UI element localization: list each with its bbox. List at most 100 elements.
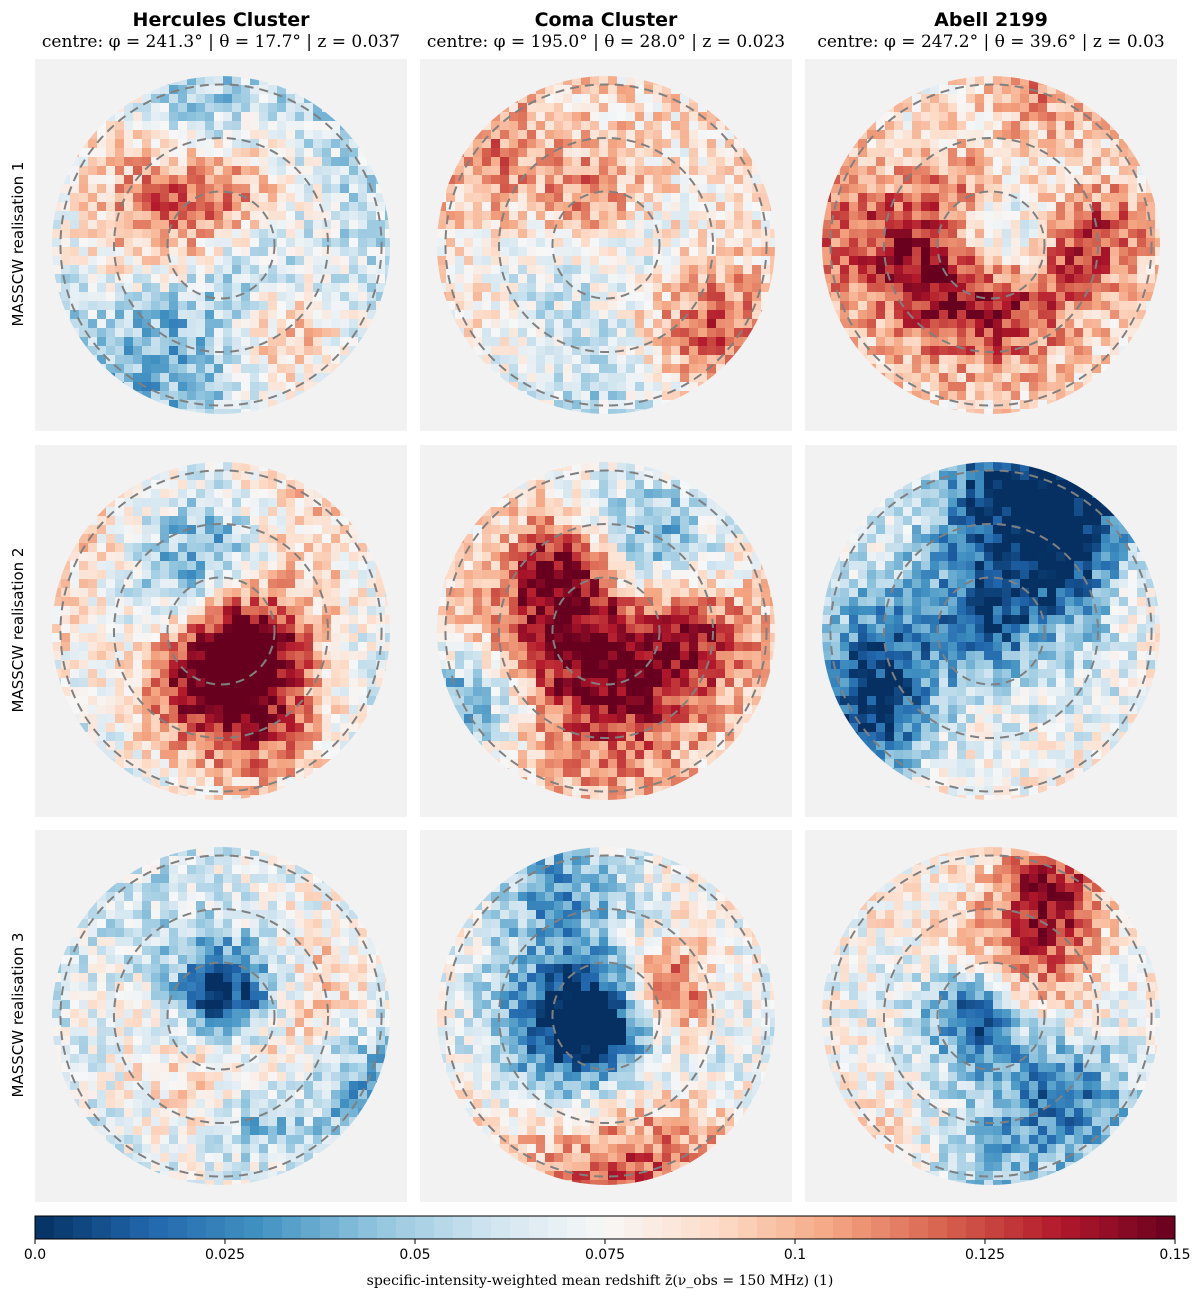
sky-pixel [707,184,717,194]
sky-pixel [286,480,296,490]
sky-pixel [178,409,188,414]
sky-pixel [304,516,314,526]
sky-pixel [1146,319,1156,329]
sky-pixel [268,193,278,203]
sky-pixel [849,175,859,185]
sky-pixel [930,130,940,140]
sky-pixel [662,507,672,517]
sky-pixel [536,337,546,347]
sky-pixel [160,337,170,347]
sky-pixel [151,238,161,248]
sky-pixel [223,94,233,104]
sky-pixel [698,346,708,356]
sky-pixel [286,741,296,751]
sky-pixel [1074,274,1084,284]
sky-pixel [930,382,940,392]
sky-map-svg [437,462,775,800]
sky-pixel [680,301,690,311]
sky-pixel [993,247,1003,257]
sky-pixel [97,606,107,616]
sky-pixel [662,202,672,212]
sky-pixel [1020,166,1030,176]
sky-pixel [662,247,672,257]
sky-pixel [295,615,305,625]
sky-pixel [1029,166,1039,176]
sky-pixel [464,310,474,320]
sky-pixel [885,328,895,338]
sky-pixel [232,355,242,365]
sky-pixel [304,292,314,302]
sky-pixel [1056,265,1066,275]
sky-pixel [214,552,224,562]
sky-pixel [232,597,242,607]
sky-pixel [223,103,233,113]
sky-pixel [142,525,152,535]
sky-pixel [313,229,323,239]
sky-pixel [761,265,771,275]
sky-pixel [250,678,260,688]
sky-pixel [689,382,699,392]
sky-pixel [894,256,904,266]
sky-pixel [464,274,474,284]
sky-pixel [599,103,609,113]
sky-pixel [313,561,323,571]
sky-pixel [464,256,474,266]
sky-pixel [716,166,726,176]
sky-pixel [554,130,564,140]
sky-pixel [322,319,332,329]
sky-pixel [160,112,170,122]
sky-pixel [509,319,519,329]
sky-pixel [88,256,98,266]
sky-pixel [79,597,89,607]
sky-pixel [214,220,224,230]
sky-pixel [106,660,116,670]
sky-pixel [1029,391,1039,401]
sky-pixel [277,103,287,113]
sky-pixel [61,184,71,194]
sky-pixel [671,166,681,176]
sky-pixel [849,220,859,230]
sky-pixel [921,157,931,167]
sky-pixel [70,678,80,688]
sky-pixel [1101,112,1111,122]
sky-pixel [491,193,501,203]
sky-pixel [205,130,215,140]
sky-pixel [115,489,125,499]
sky-pixel [160,157,170,167]
sky-pixel [385,678,390,688]
sky-pixel [286,175,296,185]
sky-pixel [1002,364,1012,374]
sky-pixel [160,121,170,131]
sky-pixel [286,606,296,616]
sky-pixel [608,364,618,374]
sky-pixel [1038,319,1048,329]
sky-pixel [957,364,967,374]
sky-pixel [286,570,296,580]
sky-pixel [349,651,359,661]
sky-pixel [894,103,904,113]
sky-pixel [349,588,359,598]
sky-pixel [948,85,958,95]
sky-pixel [286,310,296,320]
sky-pixel [599,274,609,284]
sky-pixel [304,94,314,104]
sky-pixel [79,579,89,589]
sky-pixel [349,175,359,185]
sky-pixel [142,175,152,185]
sky-pixel [572,148,582,158]
sky-pixel [340,516,350,526]
sky-pixel [1128,319,1138,329]
sky-pixel [151,220,161,230]
sky-pixel [455,292,465,302]
sky-pixel [286,157,296,167]
sky-pixel [286,130,296,140]
sky-pixel [831,184,841,194]
sky-pixel [88,328,98,338]
sky-pixel [70,220,80,230]
sky-pixel [268,301,278,311]
sky-pixel [1119,229,1129,239]
sky-pixel [680,130,690,140]
sky-pixel [1020,292,1030,302]
dashed-ring [59,469,383,793]
sky-pixel [500,103,510,113]
